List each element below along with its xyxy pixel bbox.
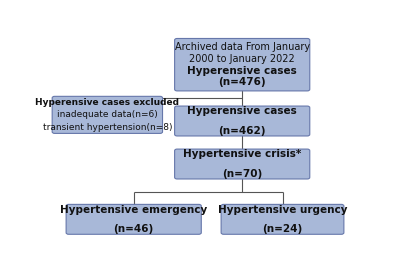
FancyBboxPatch shape	[175, 106, 310, 136]
Text: (n=46): (n=46)	[114, 224, 154, 234]
Text: transient hypertension(n=8): transient hypertension(n=8)	[42, 123, 172, 132]
Text: (n=462): (n=462)	[218, 126, 266, 136]
Text: (n=476): (n=476)	[218, 77, 266, 88]
Text: Hyperensive cases: Hyperensive cases	[187, 66, 297, 76]
FancyBboxPatch shape	[52, 96, 162, 134]
Text: Hyperensive cases: Hyperensive cases	[187, 106, 297, 117]
Text: Hyperensive cases excluded: Hyperensive cases excluded	[35, 98, 179, 107]
FancyBboxPatch shape	[175, 39, 310, 91]
Text: Hypertensive urgency: Hypertensive urgency	[218, 205, 347, 215]
Text: 2000 to January 2022: 2000 to January 2022	[189, 54, 295, 64]
FancyBboxPatch shape	[66, 204, 201, 234]
FancyBboxPatch shape	[221, 204, 344, 234]
Text: Archived data From January: Archived data From January	[175, 42, 310, 52]
Text: inadequate data(n=6): inadequate data(n=6)	[57, 110, 158, 119]
Text: Hypertensive emergency: Hypertensive emergency	[60, 205, 207, 215]
Text: (n=24): (n=24)	[262, 224, 303, 234]
Text: (n=70): (n=70)	[222, 169, 262, 178]
FancyBboxPatch shape	[175, 149, 310, 179]
Text: Hypertensive crisis*: Hypertensive crisis*	[183, 149, 301, 159]
